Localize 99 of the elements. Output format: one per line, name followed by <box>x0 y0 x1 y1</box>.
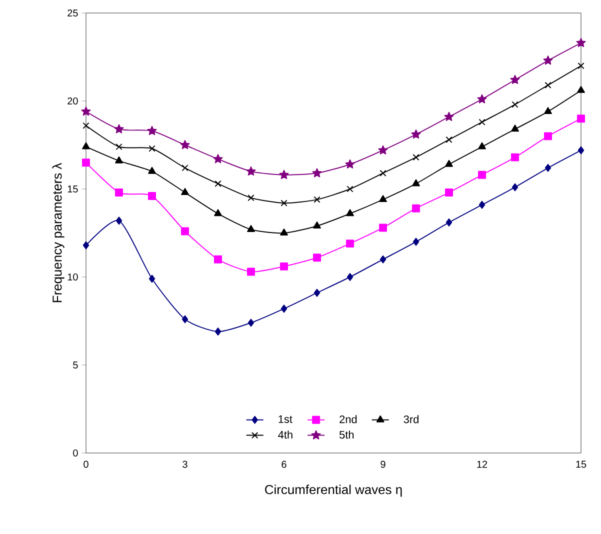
point <box>512 183 518 192</box>
point <box>214 328 222 336</box>
point <box>379 195 387 202</box>
point <box>81 106 91 116</box>
point <box>544 132 552 140</box>
point <box>248 194 254 202</box>
point <box>478 142 486 150</box>
point <box>213 154 223 164</box>
point <box>280 228 288 236</box>
y-tick-label: 20 <box>68 97 78 105</box>
y-tick-label: 25 <box>68 9 78 17</box>
x-tick-label: 3 <box>182 460 188 468</box>
point <box>148 192 156 200</box>
x-tick-label: 15 <box>576 460 586 468</box>
point <box>578 62 584 70</box>
point <box>577 86 585 93</box>
point <box>477 94 487 104</box>
legend-label: 1st <box>278 415 292 424</box>
y-tick-label: 10 <box>68 273 78 281</box>
point <box>148 274 156 283</box>
point <box>578 146 584 154</box>
point <box>478 200 486 209</box>
point <box>116 216 122 225</box>
legend-label: 4th <box>278 430 292 439</box>
point <box>445 160 453 167</box>
y-tick-label: 5 <box>73 362 78 368</box>
point <box>411 129 421 139</box>
point <box>446 136 452 144</box>
point <box>116 143 122 150</box>
x-tick-label: 0 <box>84 460 88 468</box>
x-tick-label: 9 <box>380 460 386 468</box>
y-tick-label: 15 <box>68 186 78 192</box>
point <box>346 273 354 281</box>
point <box>148 145 156 152</box>
point <box>511 153 519 162</box>
point <box>346 186 354 192</box>
point <box>246 166 256 176</box>
point <box>511 124 519 132</box>
point <box>543 56 553 65</box>
point <box>446 218 452 226</box>
point <box>181 188 189 196</box>
point <box>345 159 355 168</box>
point <box>280 200 288 206</box>
point <box>313 221 321 228</box>
x-tick-label: 6 <box>282 460 286 468</box>
point <box>378 145 388 154</box>
x-tick-label: 12 <box>477 460 488 468</box>
point <box>577 114 585 123</box>
point <box>82 122 90 129</box>
point <box>82 142 90 150</box>
point <box>544 164 552 172</box>
point <box>313 254 321 262</box>
point <box>248 318 254 327</box>
point <box>279 170 289 180</box>
point <box>314 288 320 297</box>
x-axis-title: Circumferential waves η <box>265 484 402 497</box>
point <box>544 107 552 114</box>
point <box>412 179 420 186</box>
point <box>148 166 156 174</box>
point <box>346 209 354 216</box>
point <box>576 38 586 48</box>
point <box>412 204 420 212</box>
point <box>214 255 222 264</box>
legend-label: 2nd <box>340 415 357 424</box>
point <box>182 164 188 172</box>
point <box>214 209 222 216</box>
point <box>445 188 453 197</box>
point <box>181 227 189 236</box>
y-axis-title: Frequency parameters λ <box>52 162 64 302</box>
point <box>214 180 222 188</box>
point <box>312 168 322 178</box>
point <box>114 124 124 134</box>
point <box>314 196 320 203</box>
legend-label: 5th <box>339 430 354 439</box>
point <box>115 188 123 197</box>
point <box>82 241 90 250</box>
point <box>412 238 420 246</box>
point <box>444 112 454 121</box>
point <box>379 224 387 232</box>
point <box>544 82 552 88</box>
point <box>346 240 354 248</box>
point <box>115 156 123 164</box>
point <box>510 74 520 84</box>
point <box>82 158 90 167</box>
point <box>380 255 386 264</box>
point <box>280 304 288 313</box>
point <box>247 224 255 232</box>
point <box>280 262 288 270</box>
point <box>478 118 486 126</box>
point <box>412 154 420 161</box>
point <box>478 170 486 179</box>
y-tick-label: 0 <box>73 449 78 457</box>
point <box>247 268 255 276</box>
point <box>380 170 386 176</box>
point <box>512 101 518 108</box>
legend-label: 3rd <box>404 415 418 424</box>
point <box>147 126 157 136</box>
point <box>180 140 190 150</box>
point <box>182 315 188 324</box>
